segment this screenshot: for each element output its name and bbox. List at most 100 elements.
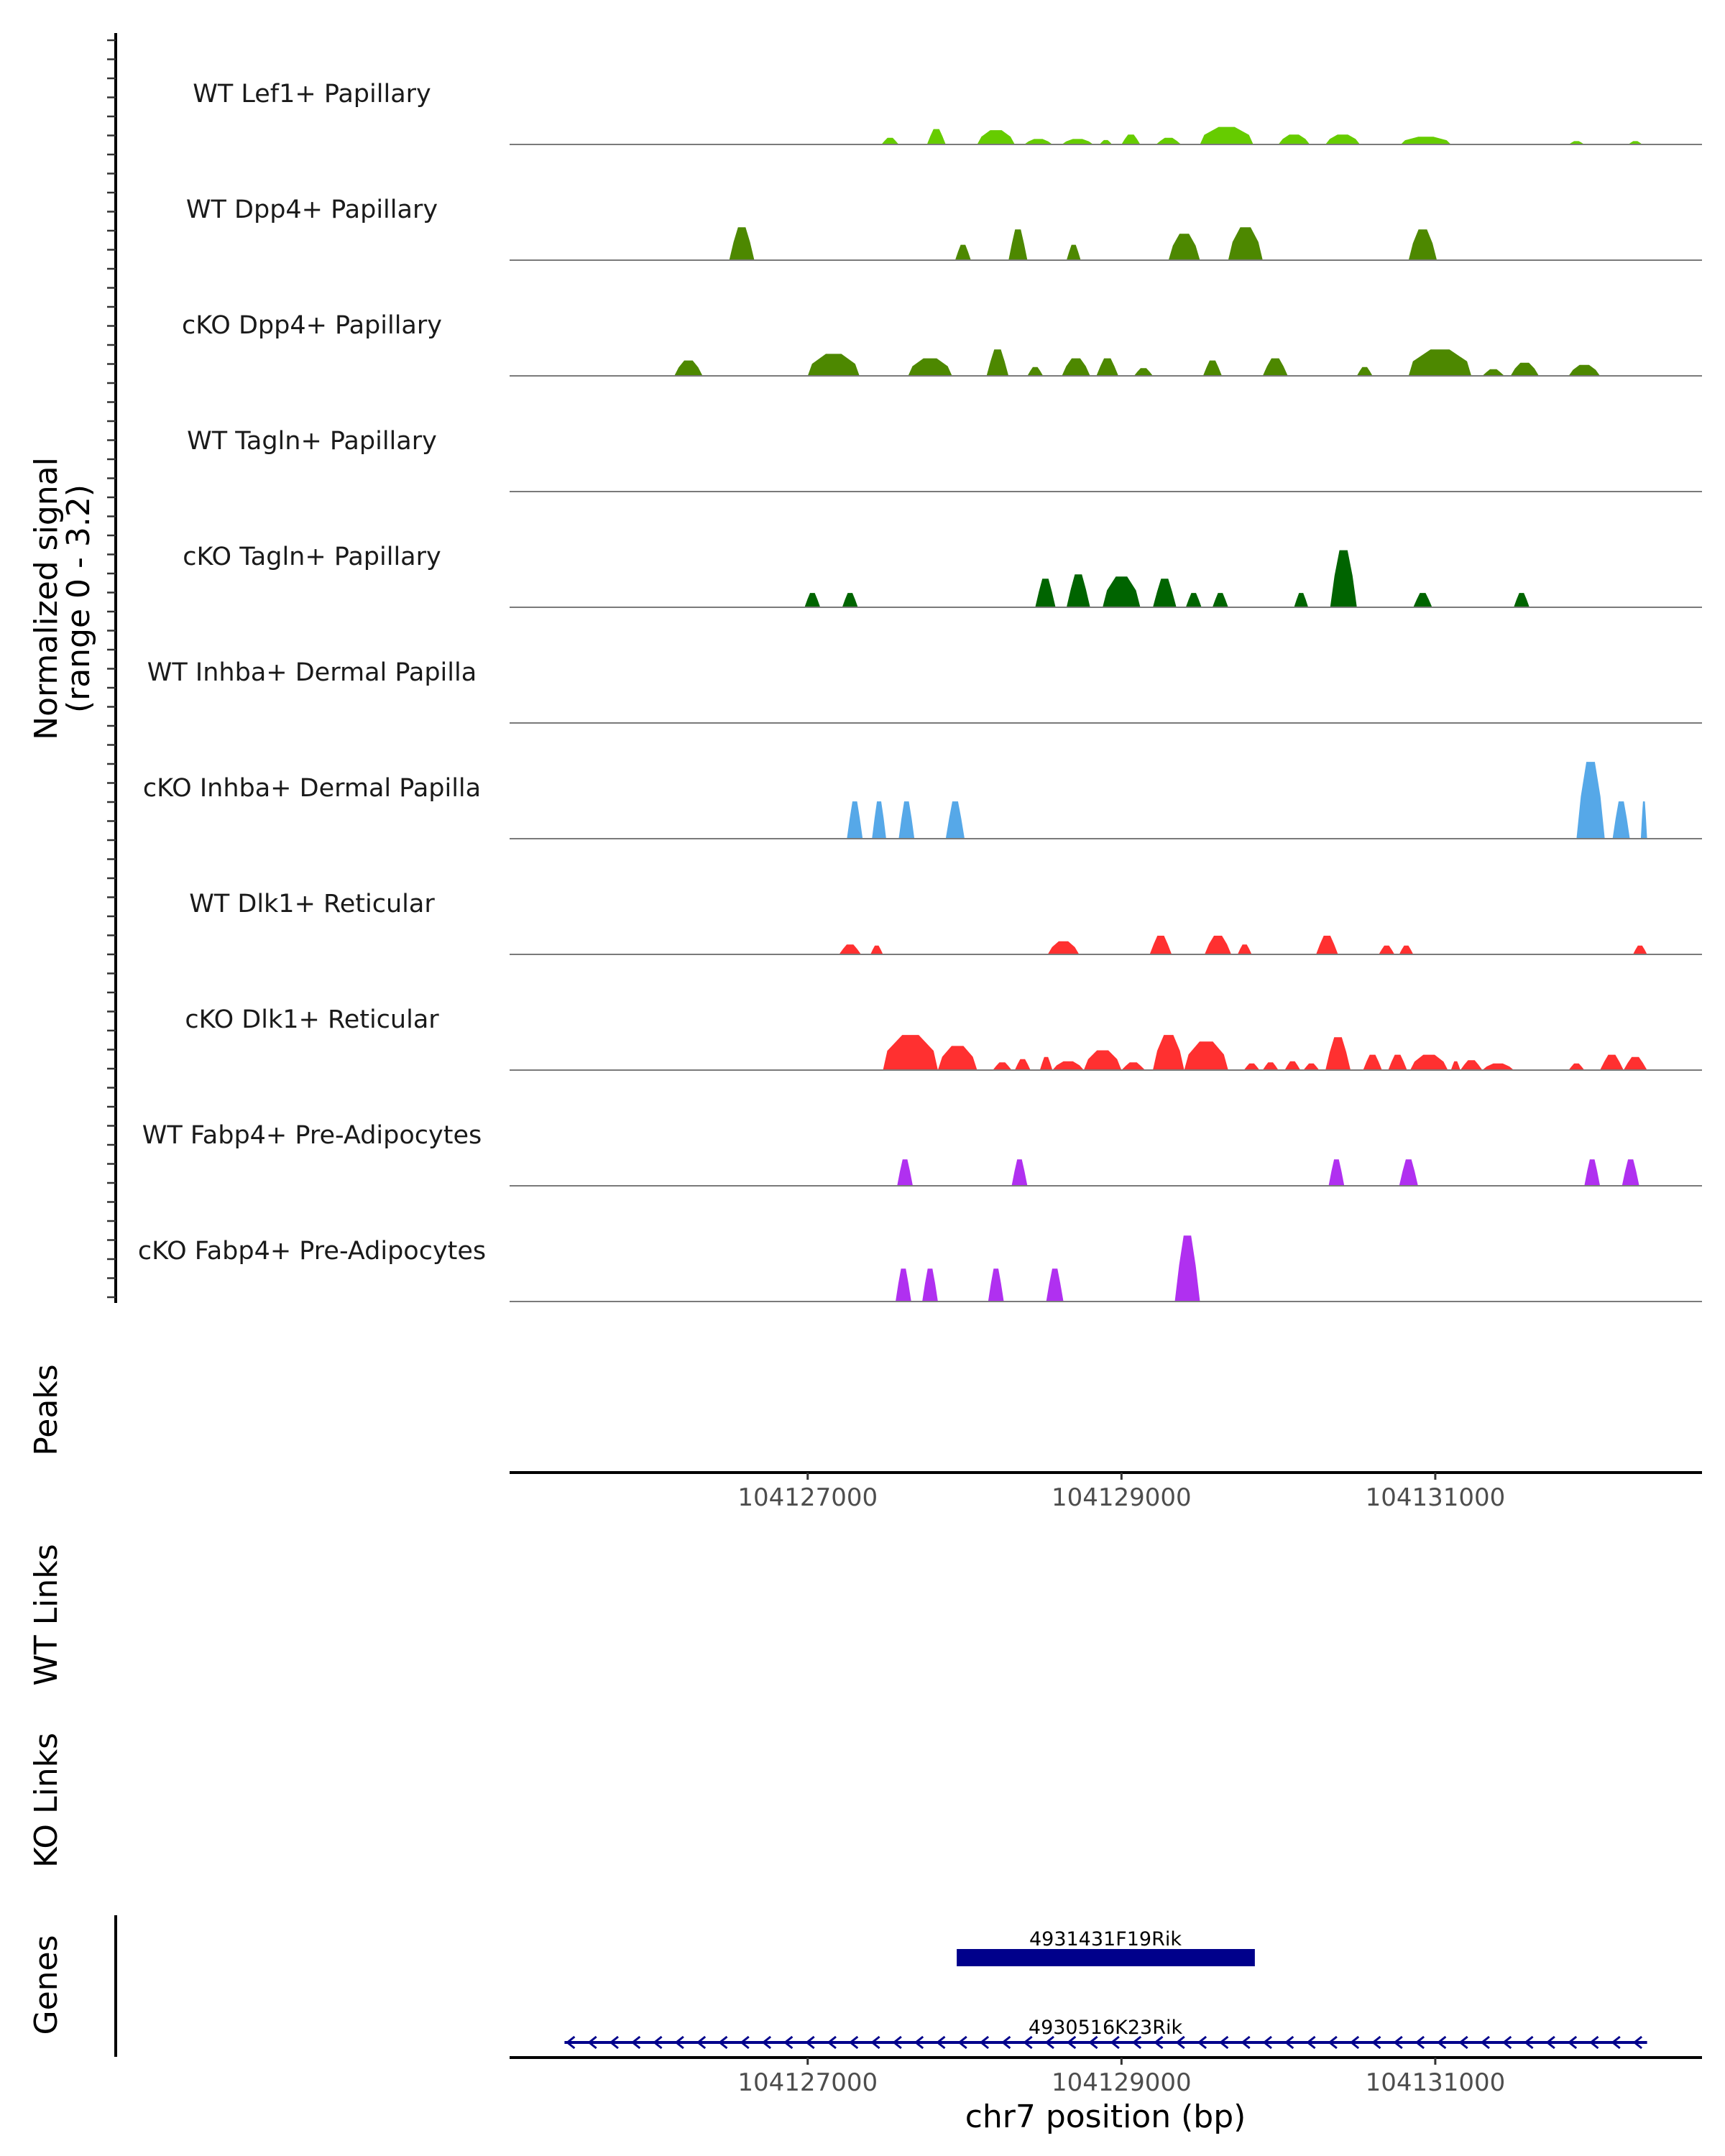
peaks-panel-label: Peaks xyxy=(28,1364,65,1455)
track-wt-dpp4-papillary: WT Dpp4+ Papillary xyxy=(186,195,1702,261)
track-cko-dlk1-reticular: cKO Dlk1+ Reticular xyxy=(185,1005,1702,1071)
strand-arrow xyxy=(1349,2035,1360,2050)
signal-peak xyxy=(804,593,821,607)
strand-arrow xyxy=(1328,2035,1338,2050)
signal-peak xyxy=(1121,134,1141,144)
strand-arrow xyxy=(848,2035,859,2050)
signal-peak xyxy=(1640,801,1647,839)
signal-peak xyxy=(896,1268,911,1302)
signal-peak xyxy=(1400,137,1451,144)
signal-axis-title-line2: (range 0 - 3.2) xyxy=(60,484,97,713)
strand-arrow xyxy=(1262,2035,1272,2050)
signal-peak xyxy=(1024,139,1053,144)
track-wt-dlk1-reticular: WT Dlk1+ Reticular xyxy=(189,890,1702,955)
strand-arrow xyxy=(1154,2035,1164,2050)
strand-arrow xyxy=(1197,2035,1208,2050)
x-tick-label: 104131000 xyxy=(1366,2068,1506,2097)
x-tick-label: 104127000 xyxy=(737,1483,878,1512)
signal-peak xyxy=(1303,1063,1320,1070)
signal-peak xyxy=(1011,1159,1028,1186)
signal-peak xyxy=(1278,134,1310,144)
strand-arrow xyxy=(1088,2035,1098,2050)
signal-peak xyxy=(674,360,703,376)
track-label: WT Tagln+ Papillary xyxy=(187,427,437,456)
ko-links-label: KO Links xyxy=(28,1733,65,1868)
strand-arrow xyxy=(1219,2035,1229,2050)
strand-arrow xyxy=(1611,2035,1621,2050)
signal-peak xyxy=(729,227,755,260)
track-label: cKO Tagln+ Papillary xyxy=(183,543,441,571)
signal-peak xyxy=(1600,1054,1624,1070)
track-cko-tagln-papillary: cKO Tagln+ Papillary xyxy=(183,543,1702,608)
signal-peak xyxy=(1062,358,1090,376)
signal-peak xyxy=(1330,550,1357,607)
signal-peak xyxy=(1121,1062,1146,1070)
signal-peak xyxy=(954,244,971,260)
strand-arrow xyxy=(957,2035,967,2050)
signal-peak xyxy=(1399,945,1414,954)
strand-arrow xyxy=(718,2035,728,2050)
signal-peak xyxy=(1212,593,1228,607)
track-cko-inhba-dermal-papilla: cKO Inhba+ Dermal Papilla xyxy=(143,762,1702,839)
signal-peak xyxy=(1294,593,1309,607)
track-label: cKO Dpp4+ Papillary xyxy=(182,311,442,340)
signal-peak xyxy=(1379,945,1395,954)
gene-models: 4931431F19Rik 4930516K23Rik xyxy=(564,1928,1647,2050)
signal-axis-title: Normalized signal (range 0 - 3.2) xyxy=(28,457,97,740)
signal-peak xyxy=(1008,229,1028,260)
signal-peak xyxy=(1052,1061,1084,1070)
signal-peak xyxy=(1153,579,1177,607)
track-cko-dpp4-papillary: cKO Dpp4+ Papillary xyxy=(182,311,1702,377)
signal-peak xyxy=(842,593,858,607)
signal-peak xyxy=(1099,139,1113,144)
signal-peak xyxy=(977,130,1015,144)
signal-peak xyxy=(1410,1054,1448,1070)
strand-arrow xyxy=(1284,2035,1294,2050)
signal-peak xyxy=(1514,593,1530,607)
signal-peak xyxy=(1133,368,1153,376)
signal-peak xyxy=(1046,1268,1064,1302)
strand-arrow xyxy=(674,2035,684,2050)
strand-arrow xyxy=(1437,2035,1447,2050)
signal-peak xyxy=(1408,349,1472,376)
strand-arrow xyxy=(1371,2035,1381,2050)
signal-peak xyxy=(922,1268,938,1302)
signal-peak xyxy=(1202,360,1222,376)
signal-peak xyxy=(1066,244,1081,260)
signal-peak xyxy=(1482,1063,1514,1070)
strand-arrow xyxy=(1524,2035,1534,2050)
signal-peak xyxy=(1408,229,1438,260)
coverage-tracks: WT Lef1+ Papillary WT Dpp4+ Papillary cKO … xyxy=(138,80,1702,1302)
strand-arrow xyxy=(1110,2035,1120,2050)
strand-arrow xyxy=(914,2035,924,2050)
signal-peak xyxy=(1568,1063,1585,1070)
x-tick-label: 104129000 xyxy=(1052,1483,1192,1512)
strand-arrow xyxy=(761,2035,772,2050)
signal-peak xyxy=(1628,141,1643,144)
track-wt-inhba-dermal-papilla: WT Inhba+ Dermal Papilla xyxy=(147,658,1702,724)
signal-peak xyxy=(1184,1041,1228,1070)
peaks-panel: Peaks 104127000 104129000 104131000 xyxy=(28,1364,1702,1512)
signal-peak xyxy=(1262,1062,1279,1070)
signal-peak xyxy=(1035,579,1056,607)
signal-peak xyxy=(1047,941,1080,954)
signal-peak xyxy=(1482,369,1504,376)
peaks-x-ticks: 104127000 104129000 104131000 xyxy=(737,1473,1505,1512)
gene-4930516k23rik: 4930516K23Rik xyxy=(564,2017,1647,2050)
signal-peak xyxy=(883,1035,938,1070)
signal-peak xyxy=(1168,234,1200,260)
strand-arrow xyxy=(1545,2035,1555,2050)
strand-arrow xyxy=(1480,2035,1490,2050)
signal-peak xyxy=(881,137,899,144)
wt-links-label: WT Links xyxy=(28,1544,65,1685)
signal-peak xyxy=(1156,137,1182,144)
signal-peak xyxy=(1153,1035,1184,1070)
signal-peak xyxy=(839,944,861,954)
signal-peak xyxy=(1083,1050,1122,1070)
strand-arrow xyxy=(1589,2035,1599,2050)
genes-panel: Genes 4931431F19Rik 4930516K23Rik 1041270… xyxy=(28,1915,1702,2135)
signal-peak xyxy=(1200,126,1254,144)
strand-arrow xyxy=(1066,2035,1077,2050)
signal-peak xyxy=(1284,1061,1301,1070)
strand-arrow xyxy=(1001,2035,1011,2050)
